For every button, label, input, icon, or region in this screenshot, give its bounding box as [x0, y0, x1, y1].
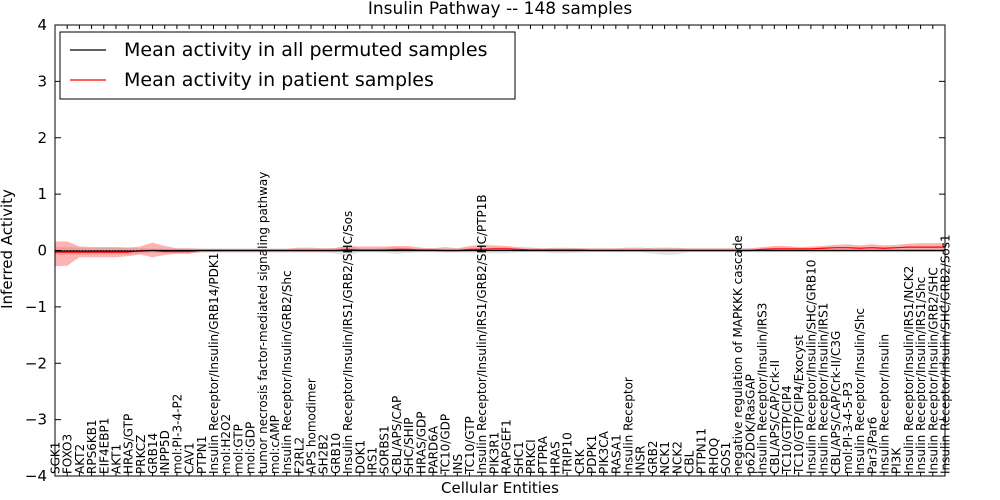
x-tick-label: GRB14 [146, 433, 160, 474]
x-tick-label: INPP5D [158, 430, 172, 474]
y-tick-label: 2 [37, 129, 47, 147]
y-tick-label: −2 [25, 354, 47, 372]
x-tick-label: SH2B2 [317, 434, 331, 474]
legend-permuted-label: Mean activity in all permuted samples [124, 39, 487, 61]
x-tick-label: Insulin Receptor [622, 377, 636, 474]
chart-title: Insulin Pathway -- 148 samples [368, 0, 633, 19]
x-tick-label: DOK1 [353, 440, 367, 474]
x-tick-label: Insulin Receptor/Insulin/IRS1/Shc [914, 277, 928, 474]
x-tick-label: mol:cAMP [268, 415, 282, 474]
x-tick-label: Insulin Receptor/Insulin [878, 334, 892, 474]
x-tick-label: TC10/GTP/CIP4 [780, 385, 794, 475]
x-tick-label: AKT1 [109, 444, 123, 474]
y-axis-label: Inferred Activity [0, 189, 16, 309]
x-ticks: SGK1FOXO3AKT2RPS6KB1EIF4EBP1AKT1HRAS/GTP… [49, 25, 953, 476]
x-tick-label: CBL [682, 450, 696, 474]
x-tick-label: Insulin Receptor/Insulin/GRB2/SHC [926, 267, 940, 474]
x-tick-label: Insulin Receptor/Insulin/IRS1 [817, 303, 831, 474]
x-tick-label: PRKCI [524, 439, 538, 474]
x-tick-label: SORBS1 [378, 425, 392, 474]
x-tick-label: mol:PI-3-4-P2 [170, 394, 184, 474]
x-tick-label: mol:GDP [244, 422, 258, 474]
x-tick-label: RASA1 [609, 434, 623, 474]
x-tick-label: TC10/GTP [463, 416, 477, 475]
band-series-1 [55, 241, 945, 267]
x-tick-label: CRK [573, 448, 587, 474]
x-tick-label: PARD6A [426, 425, 440, 474]
x-tick-label: PTPRA [536, 435, 550, 474]
x-tick-label: NCK1 [658, 441, 672, 474]
x-tick-label: INSR [634, 446, 648, 474]
x-tick-label: CBL/APS/CAP [390, 396, 404, 474]
x-tick-label: CAV1 [183, 442, 197, 474]
x-tick-label: GRB2 [646, 440, 660, 474]
y-ticks: −4 −3 −2 −1 0 1 2 3 4 [25, 16, 945, 485]
x-tick-label: RPS6KB1 [85, 419, 99, 474]
x-tick-label: GRB10 [329, 433, 343, 474]
y-tick-label: 3 [37, 72, 47, 90]
x-tick-label: PI3K [890, 447, 904, 474]
x-tick-label: mol:H2O2 [219, 414, 233, 474]
x-tick-label: PDPK1 [585, 435, 599, 474]
y-tick-label: −3 [25, 411, 47, 429]
plot-frame [54, 24, 946, 477]
legend: Mean activity in all permuted samples Me… [59, 31, 516, 100]
y-tick-label: 4 [37, 16, 47, 34]
x-tick-label: TC10/GDP [439, 414, 453, 475]
x-tick-label: PTPN11 [695, 428, 709, 474]
legend-box [59, 31, 516, 100]
y-tick-label: −4 [25, 467, 47, 485]
x-tick-label: PTPN1 [195, 436, 209, 474]
x-tick-label: F2RL2 [292, 437, 306, 474]
x-tick-label: HRAS/GDP [414, 411, 428, 474]
x-tick-label: Insulin Receptor/Insulin/IRS1/NCK2 [902, 266, 916, 474]
x-tick-label: Insulin Receptor/Insulin/GRB2/Shc [280, 270, 294, 474]
x-tick-label: p62DOK/RasGAP [743, 374, 757, 474]
x-tick-label: Par3/Par6 [865, 417, 879, 474]
x-tick-label: PIK3CA [597, 430, 611, 474]
line-series-0 [55, 249, 945, 252]
x-tick-label: RAPGEF1 [500, 419, 514, 474]
x-tick-label: Insulin Receptor/Insulin/IRS1/GRB2/SHC/P… [475, 194, 489, 474]
plot-lines [55, 246, 945, 253]
y-tick-label: −1 [25, 298, 47, 316]
x-tick-label: mol:PI-3-4-5-P3 [841, 382, 855, 474]
x-tick-label: SHC/SHIP [402, 418, 416, 474]
x-tick-label: APS homodimer [305, 378, 319, 474]
x-tick-label: CBL/APS/CAP/Crk-II [768, 360, 782, 474]
y-tick-label: 1 [37, 185, 47, 203]
x-tick-label: negative regulation of MAPKKK cascade [731, 235, 745, 474]
x-tick-label: TC10/GTP/CIP4/Exocyst [792, 335, 806, 475]
legend-patient-label: Mean activity in patient samples [124, 69, 434, 91]
x-tick-label: Insulin Receptor/Insulin/IRS3 [756, 303, 770, 474]
x-tick-label: CBL/APS/CAP/Crk-II/C3G [829, 331, 843, 474]
x-tick-label: HRAS [548, 441, 562, 474]
x-tick-label: Insulin Receptor/Insulin/IRS1/GRB2/SHC/S… [341, 211, 355, 474]
x-tick-label: IRS1 [365, 447, 379, 474]
x-tick-label: Insulin Receptor/Insulin/SHC/GRB10 [804, 260, 818, 474]
x-tick-label: EIF4EBP1 [97, 418, 111, 474]
x-tick-label: mol:GTP [231, 424, 245, 474]
x-tick-label: PRKCZ [134, 435, 148, 474]
x-tick-label: NCK2 [670, 441, 684, 474]
x-tick-label: Insulin Receptor/Insulin/Shc [853, 308, 867, 474]
x-tick-label: AKT2 [73, 444, 87, 474]
x-tick-label: INS [451, 454, 465, 474]
x-tick-label: Insulin Receptor/Insulin/GRB14/PDK1 [207, 253, 221, 474]
x-axis-label: Cellular Entities [441, 479, 559, 497]
x-tick-label: PIK3R1 [487, 432, 501, 474]
x-tick-label: HRAS/GTP [122, 414, 136, 474]
x-tick-label: RHOQ [707, 438, 721, 474]
x-tick-label: SHC1 [512, 441, 526, 474]
x-tick-label: TRIP10 [561, 432, 575, 475]
x-tick-label: FOXO3 [61, 434, 75, 474]
y-tick-label: 0 [37, 242, 47, 260]
x-tick-label: SOS1 [719, 442, 733, 474]
x-tick-label: tumor necrosis factor-mediated signaling… [256, 172, 270, 474]
